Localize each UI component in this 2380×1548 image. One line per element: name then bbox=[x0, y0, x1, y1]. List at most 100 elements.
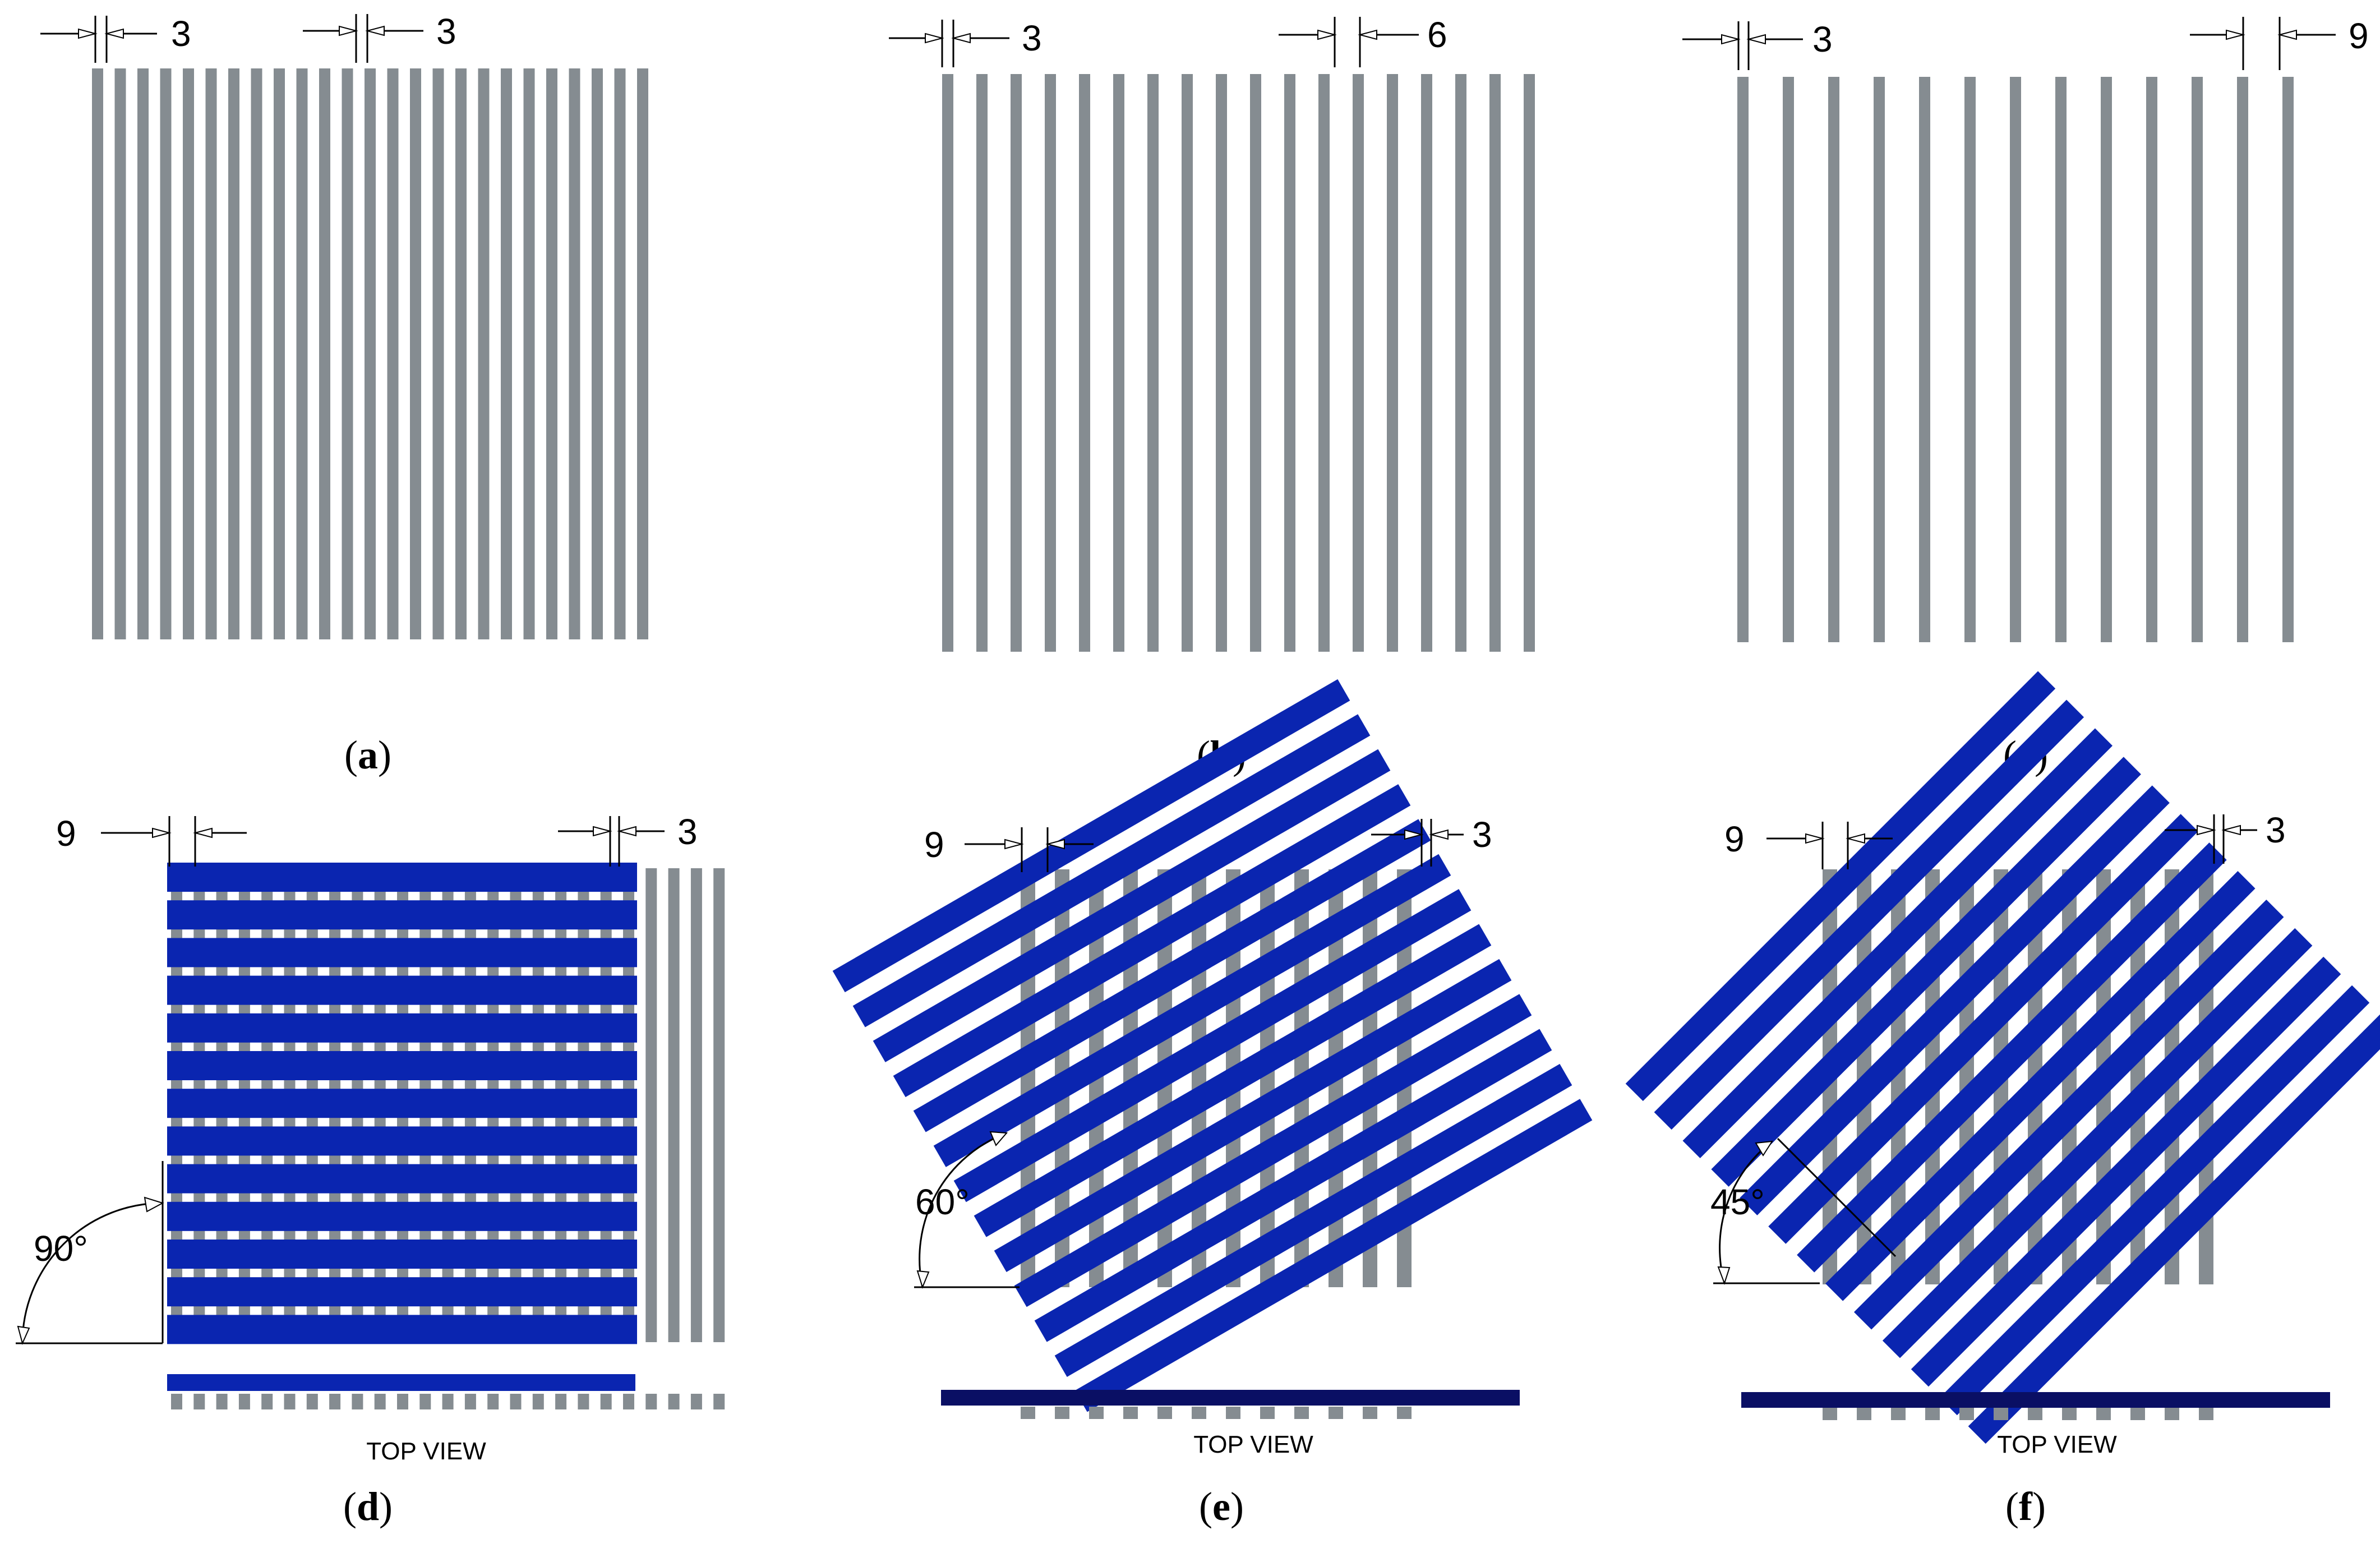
gray-strip bbox=[942, 74, 953, 652]
gray-strip bbox=[690, 868, 702, 1342]
gray-strip bbox=[1828, 77, 1839, 642]
top-view-label-e: TOP VIEW bbox=[1193, 1431, 1313, 1458]
top-view-gray-strip bbox=[464, 1394, 476, 1409]
dim-arrow-icon bbox=[78, 28, 98, 39]
blue-strip bbox=[913, 819, 1431, 1132]
top-view-gray-strip bbox=[2165, 1408, 2179, 1420]
dim-arrow-icon bbox=[1721, 34, 1741, 45]
dim-arrow-icon bbox=[1358, 29, 1377, 40]
dim-arrow-icon bbox=[925, 33, 944, 44]
top-view-gray-strip bbox=[1157, 1407, 1172, 1419]
blue-strip bbox=[1882, 928, 2313, 1358]
caption-d: (d) bbox=[343, 1484, 393, 1529]
top-view-gray-strip bbox=[1329, 1407, 1343, 1419]
blue-strip bbox=[167, 1201, 637, 1231]
gray-strip bbox=[1011, 74, 1022, 652]
dim-arrow-icon bbox=[1746, 34, 1766, 45]
dim-arrow-icon bbox=[2226, 29, 2245, 40]
top-view-gray-strip bbox=[1397, 1407, 1412, 1419]
blue-strip-array-d bbox=[167, 863, 637, 1344]
gray-strip bbox=[1318, 74, 1330, 652]
gray-strip bbox=[1216, 74, 1227, 652]
top-view-gray-strip bbox=[600, 1394, 612, 1409]
blue-strip bbox=[994, 959, 1512, 1272]
blue-strip bbox=[167, 1089, 637, 1118]
top-view-gray-strip bbox=[668, 1394, 680, 1409]
angle-arrow-icon bbox=[17, 1325, 30, 1345]
top-view-gray-strip bbox=[329, 1394, 341, 1409]
dimension-c-left-value: 3 bbox=[1812, 19, 1833, 59]
gray-strip bbox=[592, 68, 603, 639]
gray-strip bbox=[478, 68, 490, 639]
top-view-label-f: TOP VIEW bbox=[1997, 1431, 2117, 1458]
gray-strip bbox=[2146, 77, 2157, 642]
blue-strip bbox=[167, 938, 637, 968]
gray-strip bbox=[501, 68, 512, 639]
dim-arrow-icon bbox=[1846, 833, 1865, 844]
dim-arrow-icon bbox=[1805, 833, 1825, 844]
top-view-gray-strip bbox=[1891, 1408, 1906, 1420]
top-view-gray-strip bbox=[532, 1394, 544, 1409]
gray-strip bbox=[319, 68, 330, 639]
angle-arrow-icon bbox=[144, 1196, 164, 1213]
gray-strip bbox=[205, 68, 217, 639]
blue-strip bbox=[167, 1315, 637, 1344]
blue-strip bbox=[1074, 1099, 1593, 1412]
blue-strip bbox=[1654, 699, 2084, 1130]
blue-strip bbox=[1740, 785, 2170, 1215]
blue-strip bbox=[1825, 871, 2256, 1301]
gray-strip bbox=[2282, 77, 2294, 642]
blue-strip bbox=[1711, 757, 2141, 1187]
top-view-gray-strip bbox=[2199, 1408, 2213, 1420]
blue-strip bbox=[167, 1013, 637, 1043]
dim-arrow-icon bbox=[365, 25, 385, 36]
gray-strip bbox=[1353, 74, 1364, 652]
dim-arrow-icon bbox=[593, 826, 612, 837]
dim-arrow-icon bbox=[1429, 829, 1449, 840]
dimension-b-right-value: 6 bbox=[1427, 15, 1447, 55]
dim-arrow-icon bbox=[1045, 838, 1065, 850]
dimension-b-left-value: 3 bbox=[1022, 18, 1042, 58]
blue-strip bbox=[167, 900, 637, 930]
blue-strip bbox=[893, 784, 1411, 1098]
gray-strip bbox=[296, 68, 308, 639]
top-view-gray-strip bbox=[1959, 1408, 1974, 1420]
gray-strip bbox=[645, 868, 657, 1342]
blue-strip bbox=[873, 749, 1391, 1062]
gray-strip bbox=[1079, 74, 1090, 652]
top-view-gray-strip bbox=[1294, 1407, 1309, 1419]
top-view-gray-strip bbox=[1823, 1408, 1837, 1420]
gray-strip bbox=[274, 68, 285, 639]
dim-arrow-icon bbox=[1004, 838, 1024, 850]
gray-strip bbox=[2237, 77, 2248, 642]
blue-strip bbox=[1625, 671, 2056, 1102]
dim-arrow-icon bbox=[951, 33, 971, 44]
top-view-e bbox=[941, 1390, 1520, 1419]
top-view-gray-strip bbox=[352, 1394, 363, 1409]
gray-strip bbox=[160, 68, 172, 639]
gray-strip bbox=[523, 68, 535, 639]
blue-strip bbox=[1768, 814, 2198, 1244]
dim-arrow-icon bbox=[617, 826, 636, 837]
gray-strip bbox=[1021, 869, 1035, 1287]
angle-d: 90° bbox=[16, 1161, 164, 1345]
blue-strip bbox=[167, 1126, 637, 1156]
panel-f: 9 3 45° TOP VIEW (f) bbox=[1625, 671, 2380, 1529]
blue-strip bbox=[167, 1277, 637, 1307]
top-view-navy-bar bbox=[941, 1390, 1520, 1406]
top-view-gray-strip bbox=[690, 1394, 702, 1409]
dimension-c-right: 9 bbox=[2190, 16, 2369, 70]
blue-strip bbox=[1911, 956, 2341, 1387]
top-view-gray-strip bbox=[1192, 1407, 1206, 1419]
top-view-gray-strip bbox=[1021, 1407, 1035, 1419]
gray-strip bbox=[614, 68, 626, 639]
angle-d-value: 90° bbox=[34, 1228, 88, 1269]
gray-strip bbox=[1783, 77, 1794, 642]
blue-strip bbox=[167, 1240, 637, 1269]
gray-strip bbox=[1250, 74, 1261, 652]
angle-arrow-icon bbox=[1755, 1140, 1773, 1157]
top-view-blue-bar bbox=[167, 1374, 635, 1391]
blue-strip bbox=[1853, 899, 2284, 1330]
gray-strip bbox=[1489, 74, 1501, 652]
